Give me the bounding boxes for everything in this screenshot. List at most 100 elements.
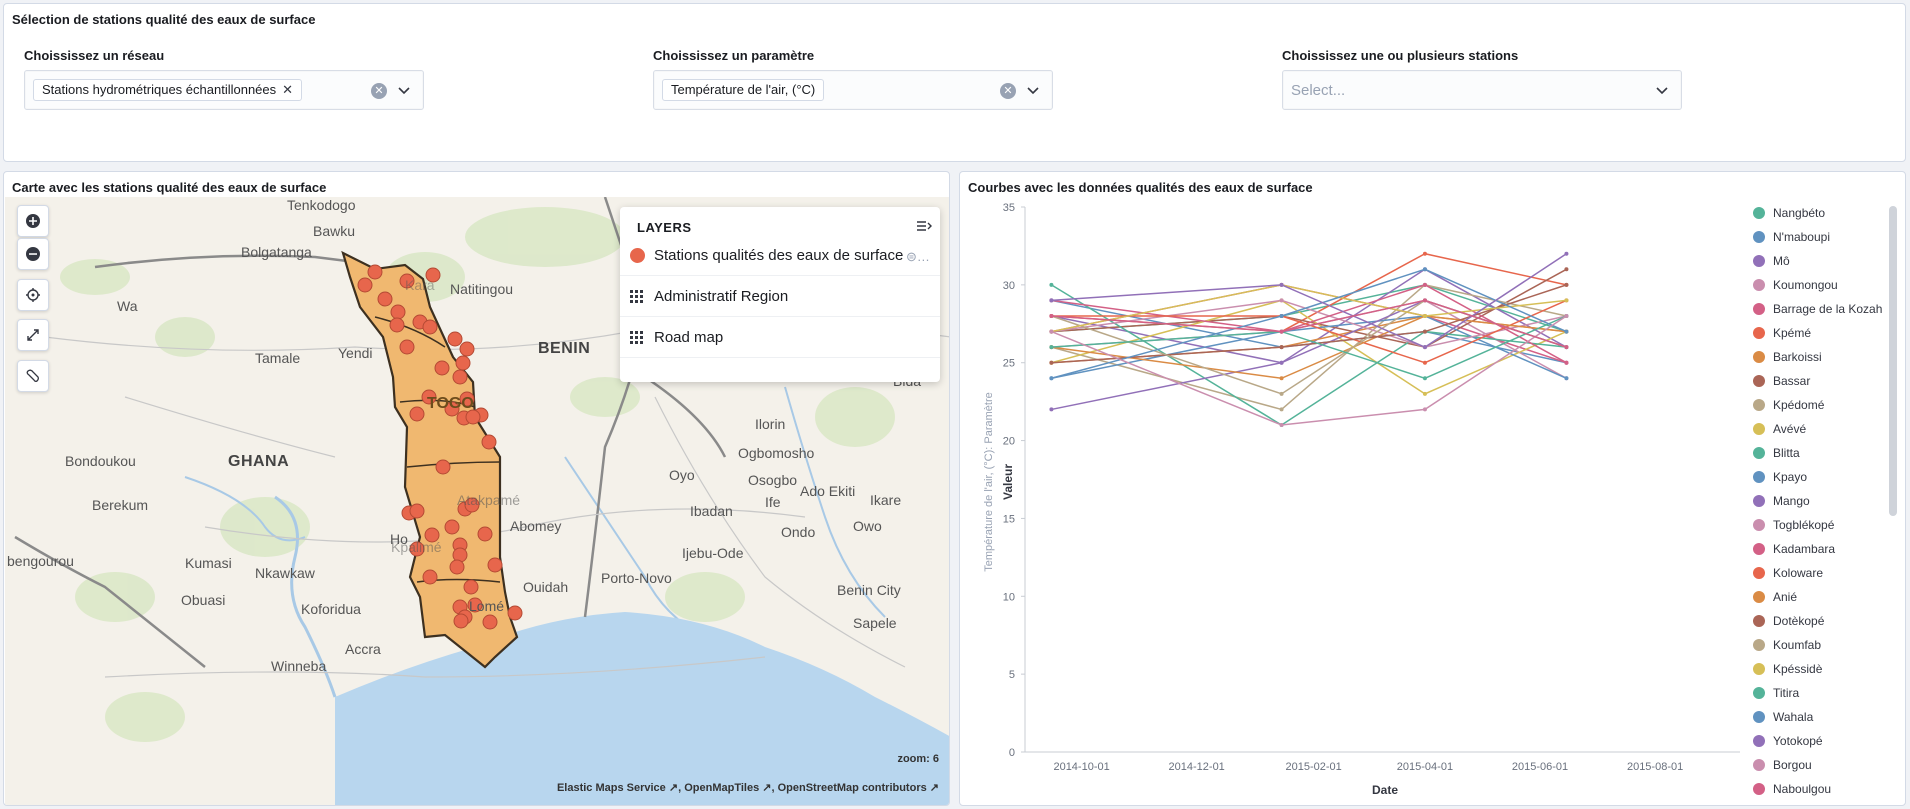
zoom-out-button[interactable] (17, 238, 49, 270)
layer-row[interactable]: Road map (620, 318, 940, 358)
collapse-panel-icon[interactable] (916, 219, 932, 233)
chevron-down-icon[interactable] (397, 83, 411, 97)
legend-color-dot (1753, 519, 1765, 531)
x-tick-label: 2014-10-01 (1053, 761, 1109, 773)
clear-icon[interactable]: ✕ (371, 83, 387, 99)
legend-item[interactable]: Borgou (1753, 758, 1812, 778)
data-point (1564, 376, 1569, 381)
y-axis-label-2: Température de l'air, (°C): Paramètre (983, 392, 995, 572)
data-point (1049, 345, 1054, 350)
legend-item[interactable]: Bassar (1753, 374, 1810, 394)
legend-color-dot (1753, 687, 1765, 699)
legend-item[interactable]: Togblékopé (1753, 518, 1834, 538)
legend-item[interactable]: Kpédomé (1753, 398, 1824, 418)
x-tick-label: 2015-06-01 (1512, 761, 1568, 773)
stations-combobox[interactable]: Select... (1282, 70, 1682, 110)
legend-item[interactable]: Mango (1753, 494, 1810, 514)
parametre-combobox[interactable]: Température de l'air, (°C) ✕ (653, 70, 1053, 110)
legend-item[interactable]: Nangbéto (1753, 206, 1825, 226)
data-point (1422, 282, 1427, 287)
legend-item[interactable]: Barkoissi (1753, 350, 1822, 370)
map-label-ho: Ho (390, 531, 408, 547)
legend-item[interactable]: Mô (1753, 254, 1790, 274)
legend-scrollbar[interactable] (1889, 206, 1897, 516)
legend-item[interactable]: N'maboupi (1753, 230, 1830, 250)
data-point (1279, 314, 1284, 318)
data-point (1279, 329, 1284, 334)
map-label-natitingou: Natitingou (450, 281, 514, 297)
zoom-level: zoom: 6 (897, 753, 939, 765)
data-point (1422, 391, 1427, 396)
legend-color-dot (1753, 423, 1765, 435)
legend-item[interactable]: Avévé (1753, 422, 1806, 442)
layer-name: Road map (654, 329, 724, 346)
legend-item[interactable]: Yotokopé (1753, 734, 1823, 754)
legend-label: Barrage de la Kozah (1773, 302, 1883, 316)
draw-tool-button[interactable] (17, 360, 49, 392)
legend-label: Barkoissi (1773, 350, 1822, 364)
clear-icon[interactable]: ✕ (1000, 83, 1016, 99)
map-label-porto-novo: Porto-Novo (601, 570, 672, 586)
data-point (1049, 376, 1054, 381)
attribution-link[interactable]: Elastic Maps Service (556, 782, 666, 794)
map-label-oyo: Oyo (669, 467, 695, 483)
legend-item[interactable]: Barrage de la Kozah (1753, 302, 1882, 322)
layer-row[interactable]: Administratif Region (620, 277, 940, 317)
legend-item[interactable]: Kpémé (1753, 326, 1811, 346)
legend-item[interactable]: Kadambara (1753, 542, 1835, 562)
wrench-icon (26, 369, 39, 382)
legend-color-dot (1753, 399, 1765, 411)
data-point (1049, 407, 1054, 412)
legend-item[interactable]: Naboulgou (1753, 782, 1831, 802)
chevron-down-icon[interactable] (1026, 83, 1040, 97)
y-tick-label: 0 (1009, 747, 1015, 759)
chevron-down-icon[interactable] (1655, 83, 1669, 97)
legend-item[interactable]: Kpéssidè (1753, 662, 1822, 682)
legend-color-dot (1753, 231, 1765, 243)
map-label-ijebu-ode: Ijebu-Ode (682, 545, 744, 561)
map-label-ondo: Ondo (781, 524, 816, 540)
map-label-bengourou: bengourou (7, 553, 74, 569)
data-point (1564, 251, 1569, 256)
fullscreen-button[interactable] (17, 319, 49, 351)
legend-item[interactable]: Koumfab (1753, 638, 1821, 658)
data-point (1422, 298, 1427, 303)
legend-label: Togblékopé (1773, 518, 1835, 532)
legend-item[interactable]: Blitta (1753, 446, 1800, 466)
layers-title: LAYERS (637, 220, 692, 235)
data-point (1564, 360, 1569, 365)
legend-item[interactable]: Anié (1753, 590, 1797, 610)
zoom-in-button[interactable] (17, 205, 49, 237)
legend-item[interactable]: Koumongou (1753, 278, 1838, 298)
reseau-chip-label: Stations hydrométriques échantillonnées (42, 82, 277, 97)
legend-color-dot (1753, 639, 1765, 651)
remove-chip-icon[interactable]: ✕ (282, 82, 294, 97)
map-label-bawku: Bawku (313, 223, 356, 239)
data-point (1279, 345, 1284, 350)
legend-label: Nangbéto (1773, 206, 1826, 220)
stations-placeholder: Select... (1291, 82, 1346, 99)
map-canvas[interactable]: Tenkodogo Bawku Bolgatanga Wa Natitingou… (5, 197, 949, 805)
parametre-control: Choississez un paramètre Température de … (653, 48, 1053, 110)
legend-item[interactable]: Titira (1753, 686, 1799, 706)
attribution-link[interactable]: OpenMapTiles (684, 782, 760, 794)
legend-item[interactable]: Koloware (1753, 566, 1823, 586)
locate-button[interactable] (17, 279, 49, 311)
y-tick-label: 15 (1003, 513, 1015, 525)
map-label-kumasi: Kumasi (185, 555, 232, 571)
selection-panel: Sélection de stations qualité des eaux d… (3, 3, 1906, 162)
legend-item[interactable]: Kpayo (1753, 470, 1807, 490)
map-label-ouidah: Ouidah (523, 579, 569, 595)
reseau-combobox[interactable]: Stations hydrométriques échantillonnées ✕… (24, 70, 424, 110)
legend-label: Kadambara (1773, 542, 1836, 556)
legend-item[interactable]: Wahala (1753, 710, 1813, 730)
parametre-chip-label: Température de l'air, (°C) (671, 82, 816, 97)
legend-item[interactable]: Dotèkopé (1753, 614, 1824, 634)
data-point (1049, 282, 1054, 287)
grid-icon (630, 331, 643, 344)
layer-row[interactable]: Stations qualités des eaux de surface ⊜… (620, 236, 940, 276)
data-point (1279, 360, 1284, 365)
attribution-link[interactable]: OpenStreetMap contributors (777, 782, 927, 794)
legend-label: Mango (1773, 494, 1810, 508)
x-tick-label: 2015-02-01 (1286, 761, 1342, 773)
